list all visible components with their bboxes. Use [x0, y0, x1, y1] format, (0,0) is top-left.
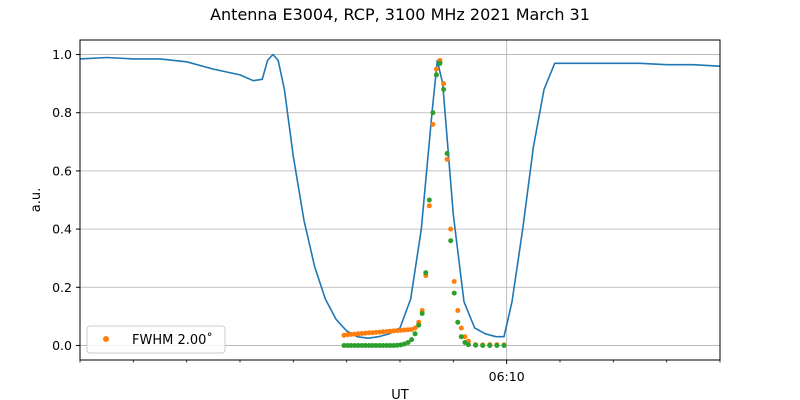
scatter-point-series-2: [501, 343, 507, 348]
scatter-point-series-2: [451, 290, 457, 296]
y-tick-label: 0.4: [52, 222, 72, 237]
scatter-point-series-2: [352, 343, 358, 348]
scatter-point-series-1: [433, 66, 439, 72]
scatter-point-series-2: [380, 343, 386, 348]
scatter-point-series-2: [387, 343, 393, 348]
legend: FWHM 2.00˚: [86, 325, 226, 354]
scatter-point-series-2: [348, 343, 354, 348]
scatter-point-series-2: [384, 343, 390, 348]
scatter-point-series-1: [355, 331, 361, 337]
grid: [80, 40, 720, 360]
legend-marker: [103, 336, 109, 342]
scatter-point-series-2: [441, 87, 447, 92]
scatter-point-series-2: [433, 72, 439, 78]
chart-title: Antenna E3004, RCP, 3100 MHz 2021 March …: [210, 5, 590, 24]
scatter-point-series-2: [487, 343, 493, 348]
scatter-point-series-2: [419, 311, 425, 316]
legend-box: [86, 325, 226, 354]
scatter-point-series-1: [448, 226, 454, 232]
scatter-point-series-2: [444, 151, 450, 156]
scatter-point-series-2: [355, 343, 361, 348]
scatter-point-series-2: [394, 342, 400, 348]
plot-frame: [79, 39, 721, 361]
scatter-point-series-2: [480, 343, 486, 348]
scatter-point-series-2: [494, 343, 500, 348]
scatter-point-series-2: [359, 343, 365, 348]
y-tick-label: 0.2: [52, 280, 72, 295]
scatter-point-series-2: [465, 342, 471, 348]
scatter-point-series-1: [387, 328, 393, 334]
scatter-point-series-2: [448, 238, 454, 244]
scatter-point-series-2: [341, 343, 347, 348]
scatter-point-series-2: [366, 343, 372, 348]
scatter-point-series-1: [430, 121, 436, 127]
scatter-point-series-1: [362, 330, 368, 336]
scatter-point-series-1: [444, 156, 450, 162]
scatter-point-series-1: [405, 327, 411, 333]
scatter-point-series-2: [426, 197, 432, 203]
scatter-point-series-2: [437, 60, 443, 66]
scatter-point-series-2: [423, 270, 429, 276]
scatter-point-series-2: [416, 322, 422, 328]
legend-label: FWHM 2.00˚: [132, 332, 213, 348]
scatter-point-series-2: [345, 343, 351, 348]
scatter-point-series-2: [430, 110, 436, 116]
x-axis-label: UT: [391, 388, 409, 400]
y-tick-label: 1.0: [52, 47, 72, 62]
scatter-point-series-1: [426, 203, 432, 209]
scatter-point-series-2: [473, 342, 479, 348]
scatter-point-series-1: [455, 308, 461, 313]
scatter-point-series-1: [373, 329, 379, 335]
scatter-point-series-2: [412, 331, 418, 337]
scatter-point-series-1: [348, 331, 354, 337]
scatter-point-series-1: [458, 325, 464, 331]
scatter-point-series-2: [458, 334, 464, 340]
scatter-point-series-1: [462, 334, 468, 340]
axis-ticks: 0.0 0.2 0.4 0.6 0.8 1.0 06:10: [52, 47, 721, 384]
scatter-point-series-1: [451, 279, 457, 284]
scatter-point-series-1: [412, 325, 418, 331]
scatter-point-series-2: [369, 343, 375, 348]
scatter-point-series-1: [380, 329, 386, 335]
scatter-point-series-2: [377, 343, 383, 348]
scatter-point-series-1: [369, 330, 375, 336]
scatter-point-series-2: [405, 340, 411, 345]
scatter-point-series-2: [362, 343, 368, 348]
series-line: [79, 53, 721, 339]
plot-area: [79, 53, 721, 348]
scatter-point-series-1: [441, 81, 447, 87]
y-tick-label: 0.8: [52, 105, 72, 120]
scatter-point-series-1: [401, 327, 407, 333]
scatter-point-series-2: [409, 337, 415, 343]
scatter-point-series-2: [455, 319, 461, 325]
x-tick-label: 06:10: [489, 369, 525, 384]
y-tick-label: 0.0: [52, 338, 72, 353]
scatter-point-series-1: [394, 328, 400, 334]
scatter-point-series-2: [373, 343, 379, 348]
y-axis-label: a.u.: [29, 188, 44, 212]
y-tick-label: 0.6: [52, 163, 72, 178]
